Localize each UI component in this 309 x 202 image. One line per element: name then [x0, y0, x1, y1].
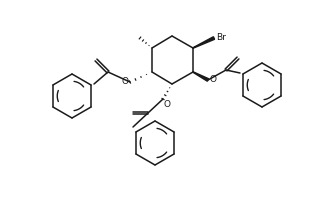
Text: Br: Br [216, 34, 226, 42]
Text: O: O [209, 76, 216, 84]
Text: O: O [164, 100, 171, 109]
Polygon shape [193, 37, 215, 48]
Text: O: O [122, 78, 129, 86]
Polygon shape [193, 72, 209, 81]
